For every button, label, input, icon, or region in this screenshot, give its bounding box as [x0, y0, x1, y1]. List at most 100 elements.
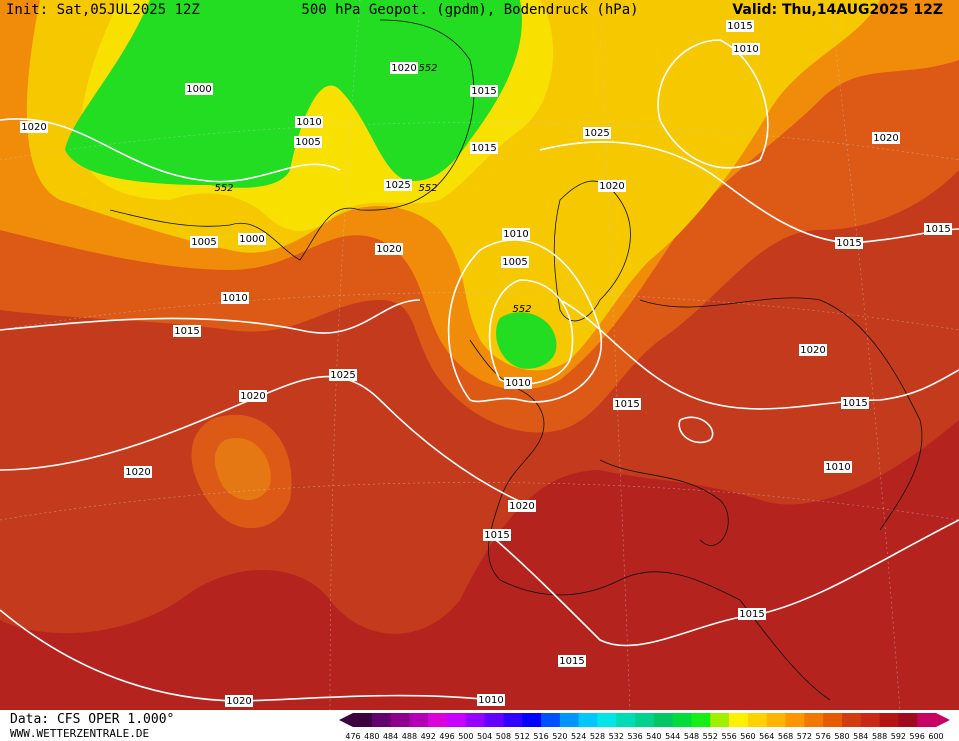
colorbar-cell	[766, 713, 787, 727]
label-background	[375, 243, 403, 255]
isobar-label: 1010	[505, 378, 530, 389]
isobar-label: 1015	[925, 224, 950, 235]
isobar-label: 1020	[873, 133, 898, 144]
isobar-label: 1020	[391, 63, 416, 74]
label-background	[726, 20, 754, 32]
colorbar-cell	[522, 713, 542, 727]
isobar-label: 1005	[295, 137, 320, 148]
label-background	[872, 132, 900, 144]
colorbar-label: 516	[533, 732, 548, 741]
colorbar-cell	[860, 713, 881, 727]
colorbar-cell	[353, 713, 373, 727]
colorbar-cell	[841, 713, 862, 727]
colorbar-label: 560	[740, 732, 755, 741]
colorbar-cell	[597, 713, 617, 727]
label-background	[583, 127, 611, 139]
isobar-label: 1015	[727, 21, 752, 32]
colorbar-cell	[785, 713, 805, 727]
isobar-label: 1015	[614, 399, 639, 410]
isobar-label: 1015	[174, 326, 199, 337]
label-background	[732, 43, 760, 55]
label-background	[294, 136, 322, 148]
label-background	[470, 142, 498, 154]
colorbar-cell	[653, 713, 674, 727]
isobar-label: 1005	[502, 257, 527, 268]
colorbar-cell	[710, 713, 730, 727]
geopotential-label: 552	[418, 183, 437, 194]
colorbar-label: 548	[684, 732, 699, 741]
colorbar-cell	[484, 713, 504, 727]
colorbar-cell	[578, 713, 598, 727]
colorbar-cell	[747, 713, 768, 727]
label-background	[384, 179, 412, 191]
isobar-label: 1015	[471, 86, 496, 97]
label-background	[824, 461, 852, 473]
colorbar-label: 540	[646, 732, 661, 741]
colorbar-label: 500	[458, 732, 473, 741]
isobar-label: 1010	[478, 695, 503, 706]
label-background	[598, 180, 626, 192]
isobar-label: 1015	[484, 530, 509, 541]
label-background	[501, 256, 529, 268]
colorbar: 476 480 484 488 492 496 500 504 508 512 516 520 524 5…	[339, 713, 950, 741]
colorbar-cell	[541, 713, 561, 727]
colorbar-cell	[465, 713, 486, 727]
colorbar-label: 480	[364, 732, 379, 741]
map-title: 500 hPa Geopot. (gpdm), Bodendruck (hPa)	[301, 2, 638, 18]
label-background	[185, 83, 213, 95]
isobar-label: 1005	[191, 237, 216, 248]
label-background	[483, 529, 511, 541]
colorbar-label: 564	[759, 732, 774, 741]
colorbar-label: 584	[853, 732, 868, 741]
isobar-labels: 1015 1010 1020 1000 1020 1015 1010 1005 1025 1015…	[20, 20, 952, 707]
colorbar-cell	[635, 713, 655, 727]
colorbar-label: 596	[910, 732, 925, 741]
colorbar-cell	[371, 713, 392, 727]
colorbar-cell	[823, 713, 843, 727]
colorbar-label: 512	[515, 732, 530, 741]
colorbar-label: 508	[496, 732, 511, 741]
label-background	[20, 121, 48, 133]
isobar-label: 1010	[503, 229, 528, 240]
isobar-label: 1025	[330, 370, 355, 381]
label-background	[841, 397, 869, 409]
colorbar-cell	[898, 713, 918, 727]
colorbar-cell	[729, 713, 749, 727]
label-background	[221, 292, 249, 304]
isobar-label: 1020	[226, 696, 251, 707]
isobar-label: 1020	[599, 181, 624, 192]
colorbar-cell	[447, 713, 467, 727]
colorbar-label: 484	[383, 732, 398, 741]
colorbar-label: 504	[477, 732, 492, 741]
isobar-label: 1015	[471, 143, 496, 154]
isobar-label: 1015	[842, 398, 867, 409]
label-background	[502, 228, 530, 240]
colorbar-label: 580	[834, 732, 849, 741]
colorbar-cell	[691, 713, 711, 727]
label-background	[295, 116, 323, 128]
label-background	[504, 377, 532, 389]
colorbar-label: 568	[778, 732, 793, 741]
label-background	[508, 500, 536, 512]
colorbar-label: 496	[439, 732, 454, 741]
label-background	[124, 466, 152, 478]
colorbar-cell	[559, 713, 580, 727]
isobar-label: 1000	[186, 84, 211, 95]
label-background	[329, 369, 357, 381]
colorbar-label: 600	[928, 732, 943, 741]
valid-time: Valid: Thu,14AUG2025 12Z	[732, 2, 943, 18]
isobar-label: 1015	[559, 656, 584, 667]
isobar-label: 1020	[800, 345, 825, 356]
geopotential-label: 552	[418, 63, 437, 74]
label-background	[924, 223, 952, 235]
isobar-label: 1010	[733, 44, 758, 55]
colorbar-label: 556	[721, 732, 736, 741]
label-background	[799, 344, 827, 356]
colorbar-cell	[804, 713, 824, 727]
isobar-label: 1020	[509, 501, 534, 512]
label-background	[190, 236, 218, 248]
colorbar-cell	[409, 713, 429, 727]
data-source: Data: CFS OPER 1.000°	[10, 712, 174, 727]
